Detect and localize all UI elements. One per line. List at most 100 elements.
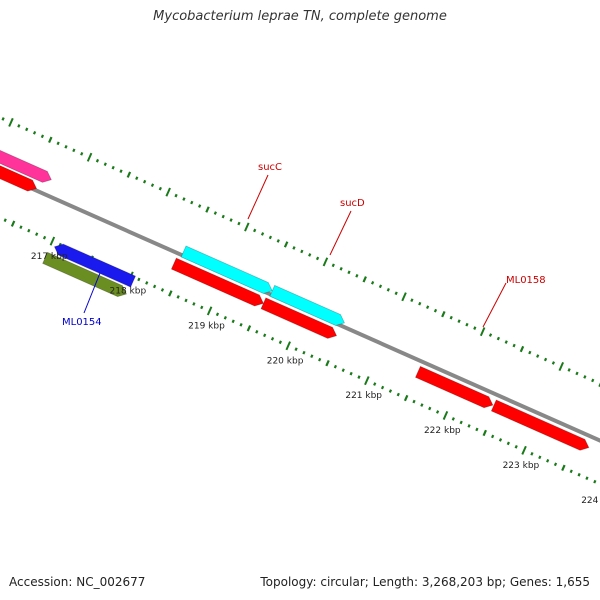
- inner-tick: [514, 445, 518, 449]
- outer-tick: [347, 270, 351, 275]
- inner-tick: [246, 325, 252, 332]
- inner-tick: [278, 340, 282, 345]
- inner-tick: [593, 479, 597, 484]
- outer-tick: [80, 151, 84, 156]
- inner-tick: [364, 376, 370, 386]
- inner-tick: [475, 427, 479, 432]
- inner-tick: [285, 341, 291, 351]
- genome-summary-text: Topology: circular; Length: 3,268,203 bp…: [260, 575, 590, 589]
- outer-tick: [519, 345, 525, 353]
- inner-tick: [263, 333, 267, 338]
- gene-arrow[interactable]: [490, 399, 590, 451]
- inner-tick: [442, 410, 449, 420]
- outer-tick: [72, 148, 76, 153]
- gene-arrow[interactable]: [53, 243, 137, 288]
- inner-tick: [27, 228, 31, 233]
- inner-tick: [239, 322, 243, 327]
- outer-tick: [48, 136, 53, 144]
- outer-tick: [528, 350, 532, 355]
- inner-tick: [530, 452, 534, 456]
- outer-tick: [150, 183, 155, 187]
- inner-tick: [521, 445, 527, 455]
- outer-tick: [25, 127, 29, 132]
- inner-tick: [3, 218, 7, 223]
- inner-tick: [585, 476, 589, 481]
- label-leader-line: [482, 282, 507, 328]
- outer-tick: [473, 326, 477, 330]
- outer-tick: [182, 197, 186, 201]
- inner-tick: [341, 368, 345, 372]
- gene-features: [0, 149, 590, 451]
- gene-arrow[interactable]: [180, 245, 273, 294]
- inner-tick: [231, 319, 235, 324]
- gene-label: sucD: [340, 198, 365, 209]
- outer-tick: [205, 206, 210, 213]
- inner-tick: [451, 417, 455, 421]
- outer-tick: [386, 287, 390, 292]
- gene-arrow[interactable]: [269, 284, 346, 326]
- scale-label: 223 kbp: [503, 461, 540, 471]
- gene-arrow[interactable]: [260, 297, 338, 339]
- gene-arrow[interactable]: [0, 159, 38, 192]
- inner-tick: [145, 281, 149, 285]
- outer-tick: [165, 187, 171, 197]
- gene-arrow[interactable]: [170, 257, 264, 307]
- gene-arrow[interactable]: [42, 251, 128, 298]
- outer-tick: [567, 368, 571, 372]
- outer-tick: [465, 322, 469, 327]
- inner-tick: [49, 236, 56, 246]
- label-leader-line: [247, 174, 269, 220]
- inner-tick: [215, 312, 220, 317]
- outer-tick: [410, 298, 414, 303]
- inner-tick: [349, 371, 353, 376]
- outer-tick: [339, 267, 343, 271]
- outer-tick: [253, 228, 257, 233]
- inner-tick: [192, 302, 196, 306]
- outer-tick: [56, 141, 60, 146]
- outer-tick: [591, 378, 595, 383]
- outer-tick: [111, 165, 115, 170]
- outer-tick-ring: [1, 117, 600, 387]
- label-leader-line: [329, 210, 352, 256]
- inner-tick: [160, 288, 165, 292]
- outer-tick: [86, 152, 93, 162]
- inner-tick: [310, 354, 314, 359]
- scale-label: 220 kbp: [267, 356, 304, 366]
- inner-tick: [561, 464, 566, 471]
- inner-tick: [388, 389, 393, 393]
- inner-tick: [168, 290, 173, 297]
- outer-tick: [126, 171, 132, 178]
- outer-tick: [504, 340, 508, 344]
- inner-tick: [255, 329, 259, 334]
- outer-tick: [433, 308, 438, 313]
- outer-tick: [558, 361, 565, 372]
- outer-tick: [1, 117, 5, 121]
- scale-label: 221 kbp: [345, 391, 382, 401]
- scale-label: 219 kbp: [188, 321, 225, 331]
- outer-tick: [331, 263, 335, 268]
- outer-tick: [244, 222, 250, 232]
- inner-tick: [577, 472, 581, 477]
- outer-tick: [300, 249, 304, 254]
- inner-tick: [176, 295, 180, 299]
- inner-tick: [318, 357, 322, 362]
- gene-arrow[interactable]: [0, 149, 52, 183]
- inner-tick: [373, 382, 377, 386]
- gene-arrow[interactable]: [414, 365, 494, 409]
- scale-label: 224 kbp: [581, 496, 600, 506]
- inner-tick: [459, 420, 463, 425]
- outer-tick: [536, 354, 540, 358]
- outer-tick: [103, 162, 107, 167]
- inner-tick: [420, 403, 424, 407]
- outer-tick: [142, 179, 147, 184]
- inner-tick: [10, 220, 16, 227]
- inner-tick: [325, 359, 330, 367]
- outer-tick: [308, 253, 312, 257]
- inner-tick: [302, 350, 306, 355]
- inner-tick: [403, 394, 409, 402]
- outer-tick: [174, 193, 178, 198]
- inner-tick: [380, 385, 385, 390]
- outer-tick: [322, 257, 329, 267]
- inner-tick: [491, 434, 495, 439]
- map-title: Mycobacterium leprae TN, complete genome: [153, 9, 447, 24]
